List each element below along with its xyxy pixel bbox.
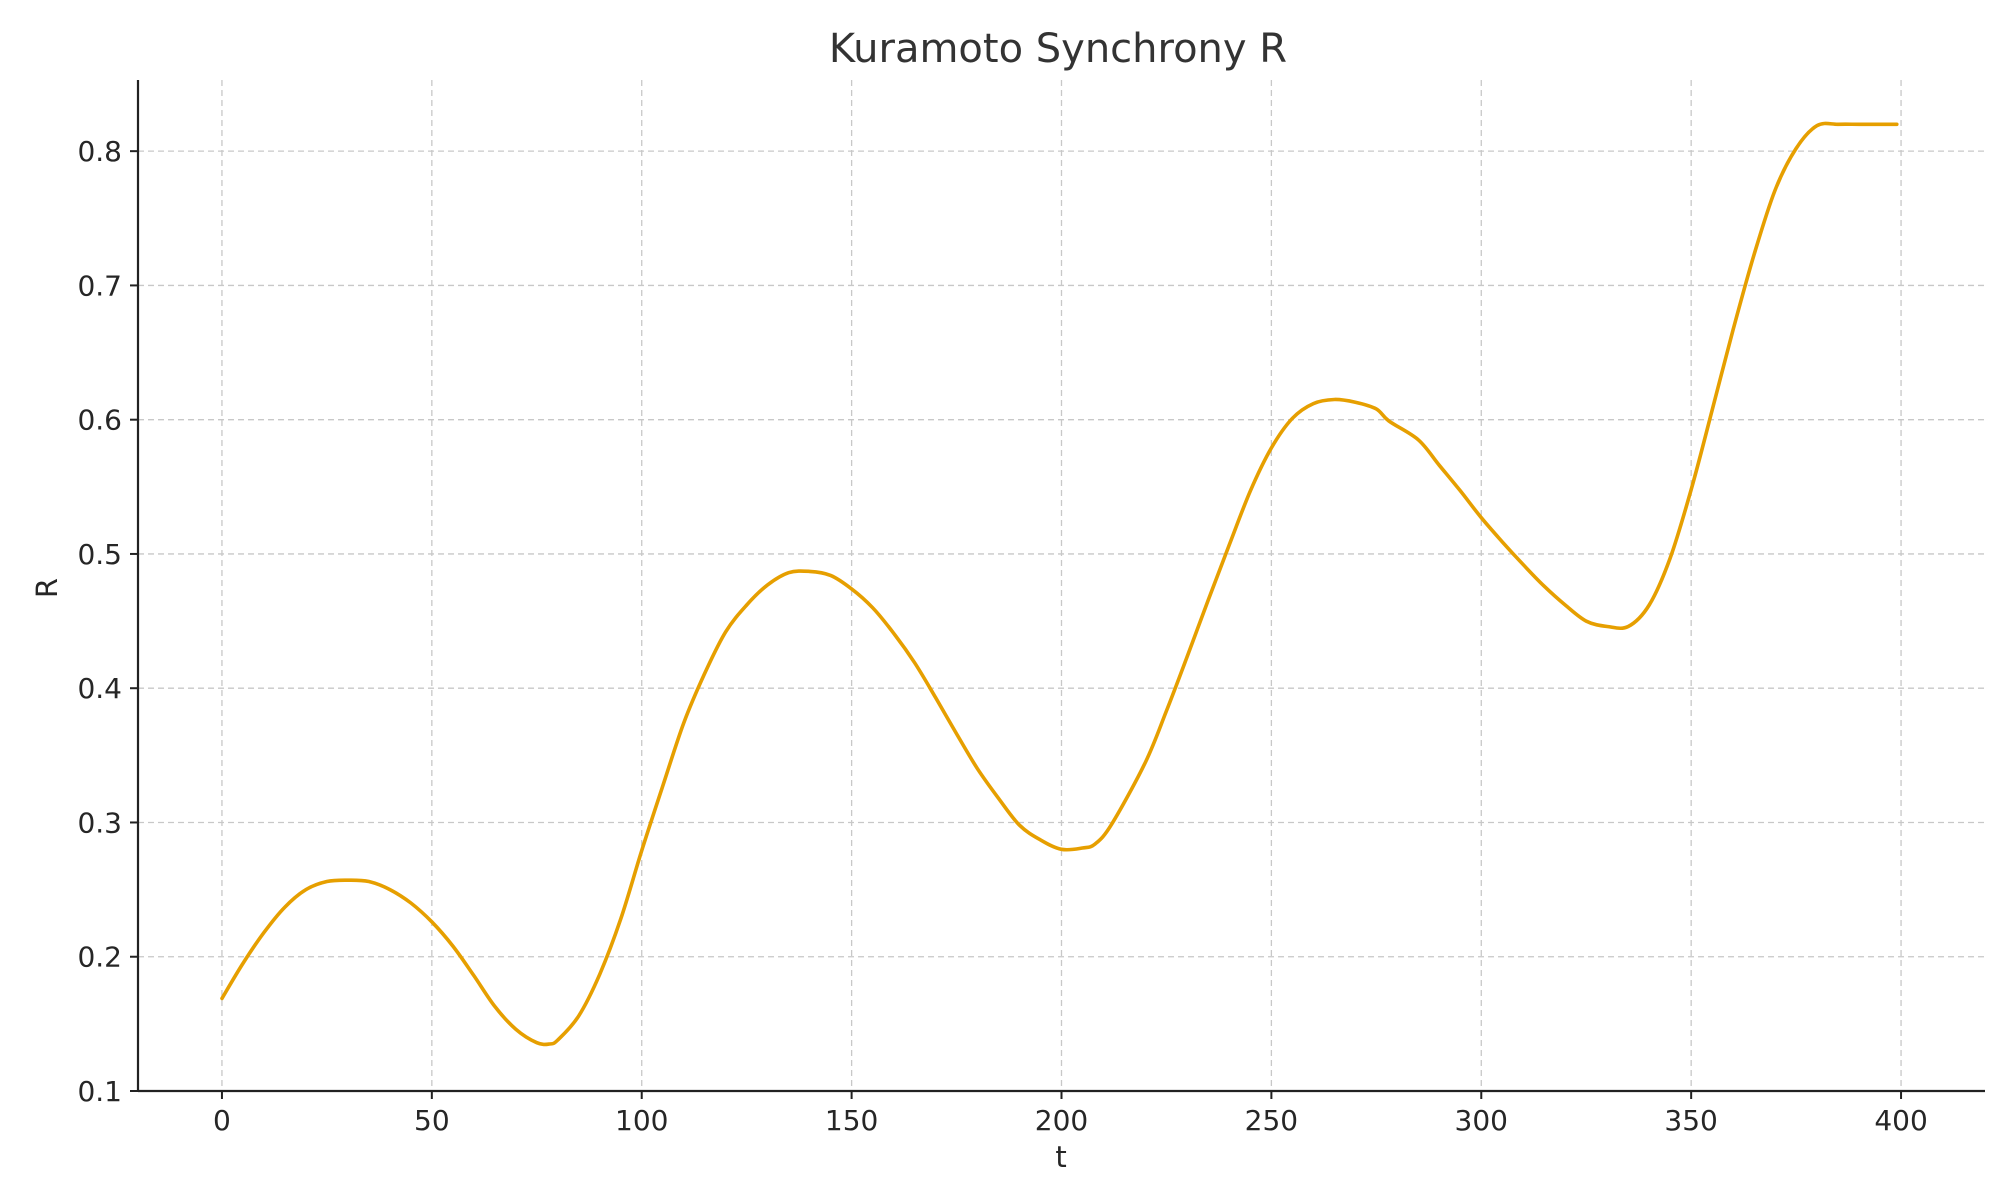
y-tick-label: 0.4 — [77, 672, 122, 705]
x-axis-label: t — [1055, 1140, 1066, 1174]
y-tick-label: 0.5 — [77, 538, 122, 571]
grid-layer — [138, 80, 1985, 1092]
y-tick-label: 0.2 — [77, 941, 122, 974]
y-axis-label: R — [30, 578, 64, 598]
y-tick-label: 0.6 — [77, 404, 122, 437]
series-layer — [220, 121, 1899, 1047]
y-tick-label: 0.8 — [77, 135, 122, 168]
x-tick-label: 150 — [825, 1104, 878, 1137]
x-tick-label: 200 — [1035, 1104, 1088, 1137]
x-tick-label: 250 — [1245, 1104, 1298, 1137]
x-tick-label: 300 — [1455, 1104, 1508, 1137]
x-tick-label: 100 — [615, 1104, 668, 1137]
y-tick-label: 0.1 — [77, 1075, 122, 1108]
y-tick-label: 0.3 — [77, 806, 122, 839]
x-tick-label: 400 — [1874, 1104, 1927, 1137]
tick-layer: 0 50 100 150 200 250 300 350 400 0.1 0.2 0.3 0.4 0.5 0… — [77, 135, 1927, 1137]
series-line-0 — [220, 121, 1899, 1047]
x-tick-label: 50 — [414, 1104, 450, 1137]
x-tick-label: 350 — [1664, 1104, 1717, 1137]
chart-title: Kuramoto Synchrony R — [829, 26, 1287, 72]
y-tick-label: 0.7 — [77, 269, 122, 302]
x-tick-label: 0 — [213, 1104, 231, 1137]
